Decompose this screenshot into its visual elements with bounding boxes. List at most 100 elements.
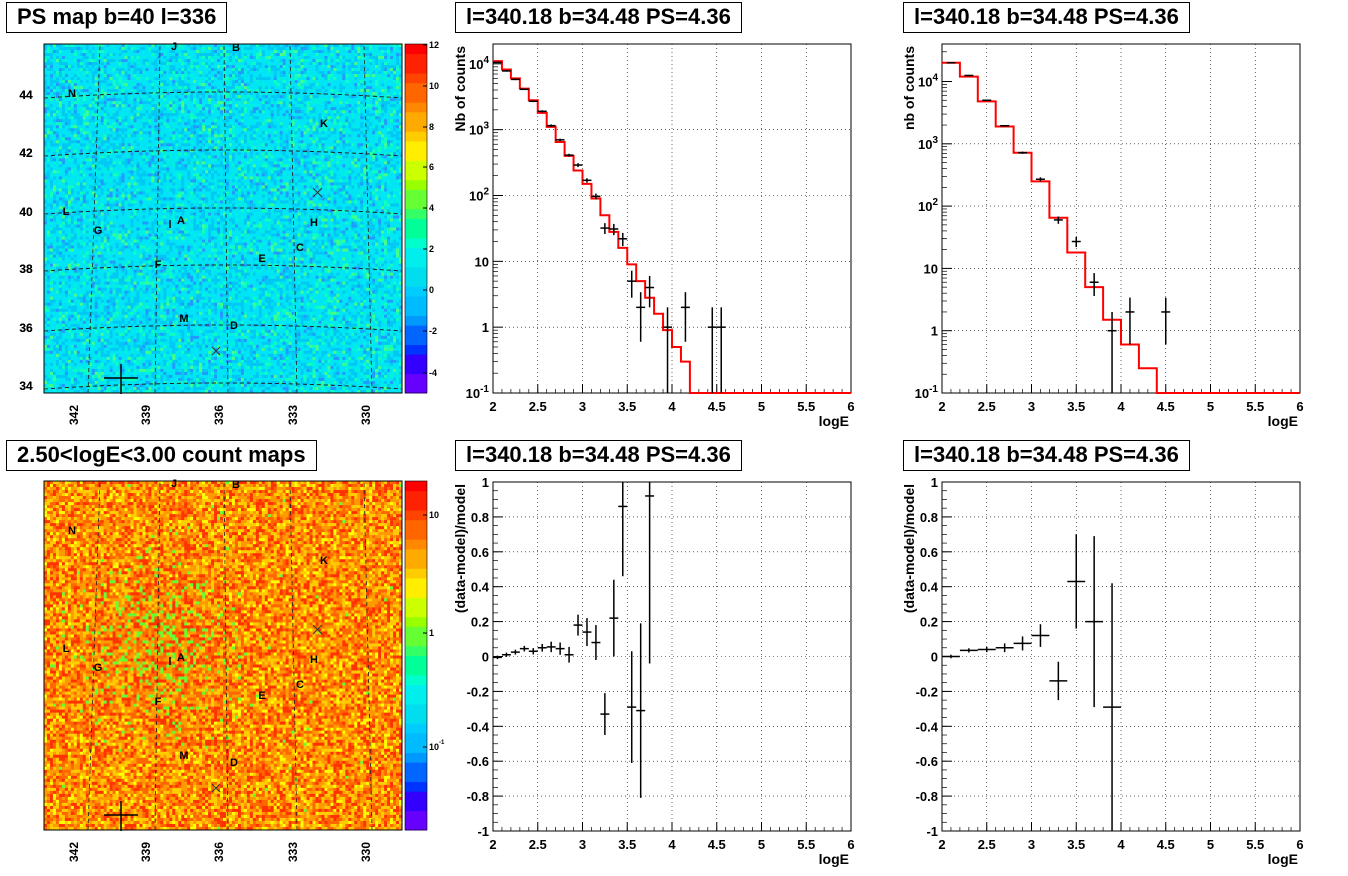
map-top-pixel xyxy=(92,74,95,77)
map-top-pixel xyxy=(184,62,187,65)
map-top-pixel xyxy=(283,50,286,53)
map-top-pixel xyxy=(327,59,330,62)
map-top-pixel xyxy=(104,68,107,71)
map-top-pixel xyxy=(384,53,387,56)
map-top-pixel xyxy=(354,74,357,77)
map-top-pixel xyxy=(205,77,208,80)
map-top-pixel xyxy=(238,65,241,68)
map-top-pixel xyxy=(145,47,148,50)
map-top-pixel xyxy=(310,47,313,50)
map-top-pixel xyxy=(345,62,348,65)
map-top-pixel xyxy=(345,59,348,62)
map-top-pixel xyxy=(390,65,393,68)
map-top-pixel xyxy=(301,53,304,56)
map-top-pixel xyxy=(214,56,217,59)
map-top-pixel xyxy=(390,71,393,74)
map-top-pixel xyxy=(369,53,372,56)
map-top-pixel xyxy=(235,77,238,80)
map-top-pixel xyxy=(307,50,310,53)
map-top-pixel xyxy=(313,62,316,65)
map-top-pixel xyxy=(241,50,244,53)
map-top-pixel xyxy=(295,53,298,56)
map-top-pixel xyxy=(139,74,142,77)
map-top-pixel xyxy=(107,50,110,53)
map-top-pixel xyxy=(214,68,217,71)
map-top-pixel xyxy=(366,53,369,56)
map-top-pixel xyxy=(47,47,50,50)
map-top-pixel xyxy=(196,77,199,80)
map-top-pixel xyxy=(351,59,354,62)
map-top-pixel xyxy=(304,68,307,71)
map-top-pixel xyxy=(351,71,354,74)
map-top-pixel xyxy=(318,71,321,74)
map-top-pixel xyxy=(336,74,339,77)
map-top-pixel xyxy=(241,71,244,74)
map-top-pixel xyxy=(232,74,235,77)
map-top-pixel xyxy=(193,47,196,50)
map-top-pixel xyxy=(366,62,369,65)
map-top-pixel xyxy=(318,59,321,62)
map-top-pixel xyxy=(139,65,142,68)
map-top-pixel xyxy=(125,56,128,59)
map-top-pixel xyxy=(134,62,137,65)
map-top-pixel xyxy=(80,74,83,77)
map-top-pixel xyxy=(113,59,116,62)
map-top-pixel xyxy=(50,47,53,50)
map-top-pixel xyxy=(310,56,313,59)
map-top-pixel xyxy=(357,47,360,50)
map-top-pixel xyxy=(387,53,390,56)
map-top-pixel xyxy=(339,74,342,77)
map-top-pixel xyxy=(217,47,220,50)
map-top-pixel xyxy=(315,53,318,56)
map-top-pixel xyxy=(151,62,154,65)
map-top-pixel xyxy=(384,56,387,59)
map-top-pixel xyxy=(262,62,265,65)
map-top-pixel xyxy=(265,68,268,71)
map-top-pixel xyxy=(324,68,327,71)
map-top-pixel xyxy=(142,62,145,65)
map-top-pixel xyxy=(357,56,360,59)
map-top-pixel xyxy=(101,50,104,53)
map-top-pixel xyxy=(83,65,86,68)
map-top-pixel xyxy=(330,65,333,68)
map-top-pixel xyxy=(47,56,50,59)
map-top-pixel xyxy=(110,62,113,65)
map-top-pixel xyxy=(128,77,131,80)
map-top-pixel xyxy=(142,59,145,62)
map-top-pixel xyxy=(50,53,53,56)
map-top-pixel xyxy=(77,74,80,77)
map-top-pixel xyxy=(336,50,339,53)
map-top-pixel xyxy=(259,50,262,53)
map-top-pixel xyxy=(244,71,247,74)
map-top-pixel xyxy=(327,62,330,65)
map-top-pixel xyxy=(83,56,86,59)
map-top-pixel xyxy=(265,59,268,62)
map-top-pixel xyxy=(184,77,187,80)
map-top-pixel xyxy=(145,62,148,65)
map-top-pixel xyxy=(363,62,366,65)
map-top-pixel xyxy=(253,56,256,59)
map-top-pixel xyxy=(196,59,199,62)
map-top-pixel xyxy=(354,62,357,65)
map-top-pixel xyxy=(241,68,244,71)
map-top-pixel xyxy=(187,65,190,68)
map-top-pixel xyxy=(134,65,137,68)
map-top-pixel xyxy=(175,56,178,59)
map-top-pixel xyxy=(151,53,154,56)
map-top-pixel xyxy=(128,71,131,74)
map-top-pixel xyxy=(175,74,178,77)
map-top-pixel xyxy=(384,74,387,77)
map-top-pixel xyxy=(178,65,181,68)
map-top-pixel xyxy=(154,47,157,50)
map-top-pixel xyxy=(247,62,250,65)
map-top-pixel xyxy=(181,56,184,59)
map-top-pixel xyxy=(68,56,71,59)
map-top-pixel xyxy=(107,56,110,59)
map-top-pixel xyxy=(139,77,142,80)
map-top-pixel xyxy=(360,59,363,62)
map-top-pixel xyxy=(286,59,289,62)
map-top-pixel xyxy=(47,77,50,80)
map-top-pixel xyxy=(265,65,268,68)
map-top-pixel xyxy=(83,68,86,71)
map-top-pixel xyxy=(131,74,134,77)
